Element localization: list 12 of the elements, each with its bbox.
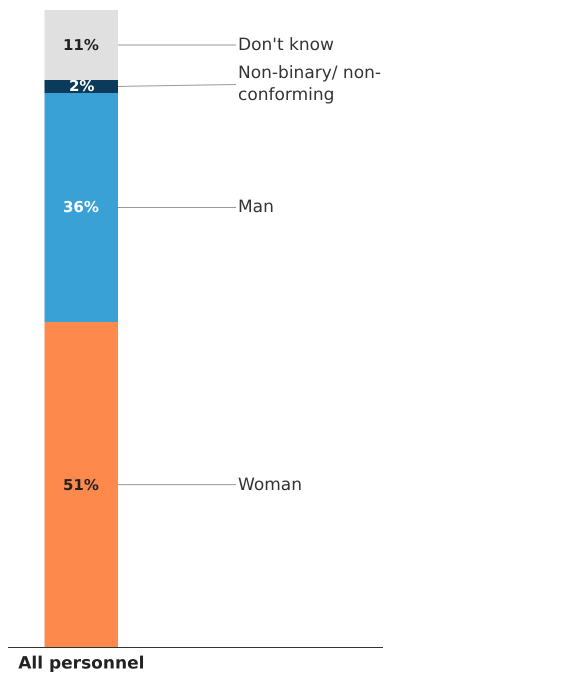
bar xyxy=(44,10,118,80)
data-label: 36% xyxy=(63,198,99,216)
data-label: 2% xyxy=(69,77,94,95)
x-tick-label: All personnel xyxy=(18,653,144,674)
text: Woman xyxy=(238,475,302,495)
data-label: 11% xyxy=(63,36,99,54)
text: Non-binary/ non-conforming xyxy=(238,63,381,106)
text: Man xyxy=(238,197,274,217)
text: Don't know xyxy=(238,35,334,55)
bar xyxy=(44,322,118,647)
data-label: 51% xyxy=(63,476,99,494)
bar xyxy=(44,92,118,322)
